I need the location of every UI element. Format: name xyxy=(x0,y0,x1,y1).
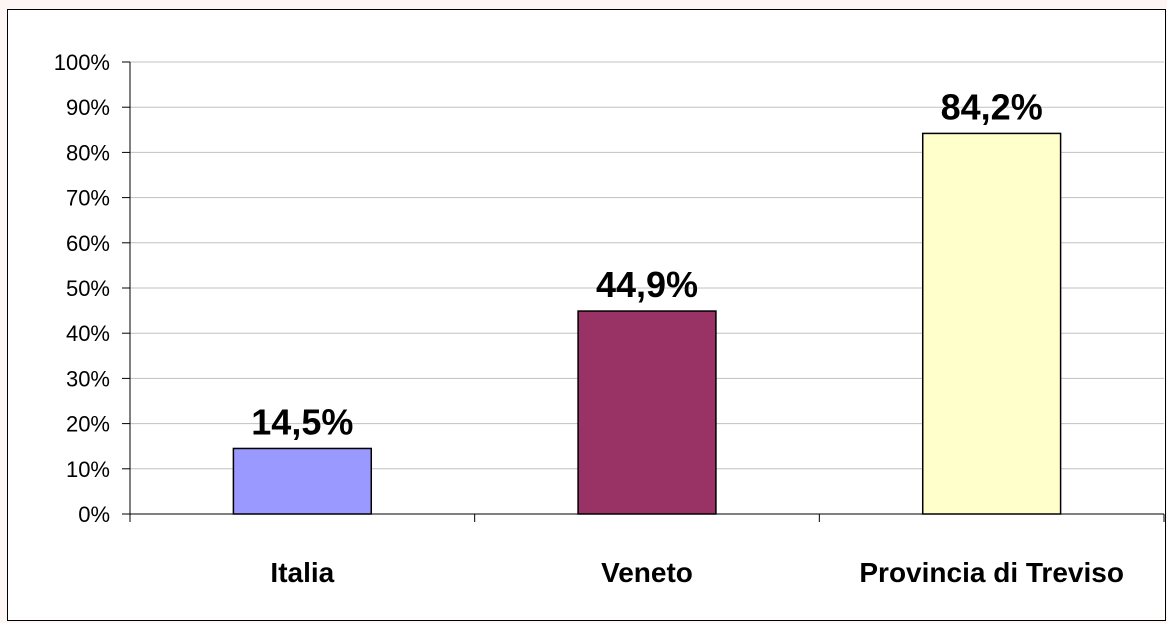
y-tick-label: 90% xyxy=(66,95,110,120)
y-tick-label: 0% xyxy=(78,502,110,527)
y-tick-label: 80% xyxy=(66,140,110,165)
bar xyxy=(577,310,717,515)
y-tick-label: 70% xyxy=(66,186,110,211)
category-label: Provincia di Treviso xyxy=(859,557,1124,588)
y-tick-label: 100% xyxy=(54,50,110,75)
y-tick-label: 30% xyxy=(66,366,110,391)
y-tick-label: 40% xyxy=(66,321,110,346)
category-label: Veneto xyxy=(601,557,693,588)
data-label: 44,9% xyxy=(596,264,698,305)
bar xyxy=(232,447,373,515)
y-tick-label: 10% xyxy=(66,457,110,482)
y-tick-label: 50% xyxy=(66,276,110,301)
y-tick-label: 20% xyxy=(66,412,110,437)
bar xyxy=(921,132,1062,515)
y-tick-label: 60% xyxy=(66,231,110,256)
data-label: 14,5% xyxy=(251,401,353,442)
data-label: 84,2% xyxy=(941,86,1043,127)
labels: 0% 10% 20% 30% 40% 50% 60% 70% 80% 90% 100% 14,5% It… xyxy=(54,50,1124,588)
category-label: Italia xyxy=(270,557,334,588)
bars xyxy=(232,132,1062,515)
